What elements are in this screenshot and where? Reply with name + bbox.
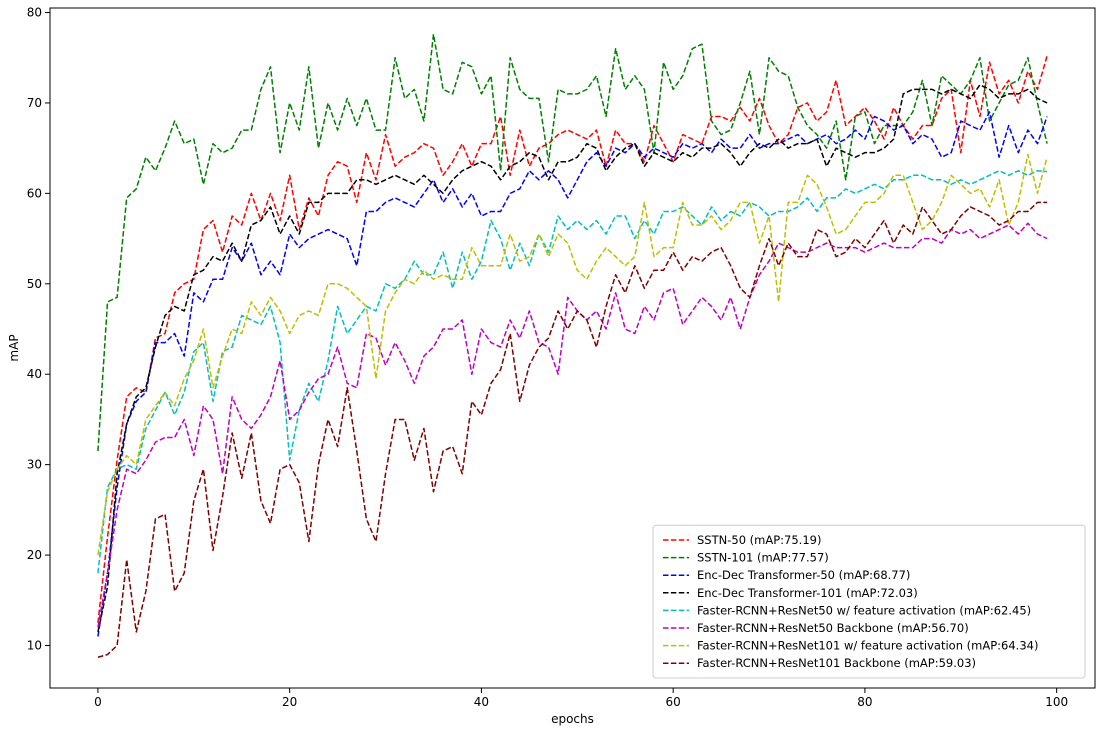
axis-ticks: 0 20 40 60 80 100 10 20 30 40 50 60 70 80 <box>27 6 1068 709</box>
series-line-7 <box>97 201 1048 658</box>
series-line-0 <box>97 55 1048 623</box>
x-tick-label: 20 <box>282 695 297 709</box>
x-tick-label: 0 <box>94 695 102 709</box>
legend-box <box>652 524 1086 679</box>
y-tick-label: 50 <box>27 277 42 291</box>
legend-label: Enc-Dec Transformer-101 (mAP:72.03) <box>697 586 918 600</box>
y-tick-label: 70 <box>27 96 42 110</box>
legend: SSTN-50 (mAP:75.19) SSTN-101 (mAP:77.57) E… <box>652 524 1086 679</box>
legend-item: Enc-Dec Transformer-101 (mAP:72.03) <box>663 586 918 600</box>
series-line-1 <box>97 33 1048 452</box>
series-line-6 <box>97 153 1048 556</box>
legend-item: Faster-RCNN+ResNet101 Backbone (mAP:59.0… <box>663 656 976 670</box>
y-axis-label: mAP <box>7 334 21 361</box>
x-tick-label: 100 <box>1045 695 1068 709</box>
x-axis-label: epochs <box>551 712 594 726</box>
legend-item: Faster-RCNN+ResNet101 w/ feature activat… <box>663 639 1038 653</box>
series-line-2 <box>97 111 1048 637</box>
legend-item: Enc-Dec Transformer-50 (mAP:68.77) <box>663 568 910 582</box>
legend-label: Faster-RCNN+ResNet50 Backbone (mAP:56.70… <box>697 621 969 635</box>
legend-item: Faster-RCNN+ResNet50 w/ feature activati… <box>663 603 1031 617</box>
y-tick-label: 60 <box>27 186 42 200</box>
legend-item: SSTN-101 (mAP:77.57) <box>663 551 829 565</box>
y-tick-label: 40 <box>27 367 42 381</box>
y-tick-label: 10 <box>27 639 42 653</box>
legend-label: SSTN-101 (mAP:77.57) <box>697 551 829 565</box>
series-lines <box>97 33 1048 658</box>
legend-label: Faster-RCNN+ResNet50 w/ feature activati… <box>697 603 1031 617</box>
legend-label: Faster-RCNN+ResNet101 Backbone (mAP:59.0… <box>697 656 976 670</box>
x-tick-label: 80 <box>857 695 872 709</box>
legend-item: Faster-RCNN+ResNet50 Backbone (mAP:56.70… <box>663 621 969 635</box>
series-line-4 <box>97 170 1048 574</box>
y-tick-label: 30 <box>27 458 42 472</box>
series-line-3 <box>97 84 1048 633</box>
x-tick-label: 60 <box>666 695 681 709</box>
legend-label: Enc-Dec Transformer-50 (mAP:68.77) <box>697 568 910 582</box>
legend-label: Faster-RCNN+ResNet101 w/ feature activat… <box>697 639 1038 653</box>
x-tick-label: 40 <box>474 695 489 709</box>
legend-item: SSTN-50 (mAP:75.19) <box>663 533 821 547</box>
series-line-5 <box>97 222 1048 628</box>
plot-frame <box>49 7 1096 689</box>
y-tick-label: 80 <box>27 6 42 20</box>
y-tick-label: 20 <box>27 548 42 562</box>
legend-label: SSTN-50 (mAP:75.19) <box>697 533 821 547</box>
